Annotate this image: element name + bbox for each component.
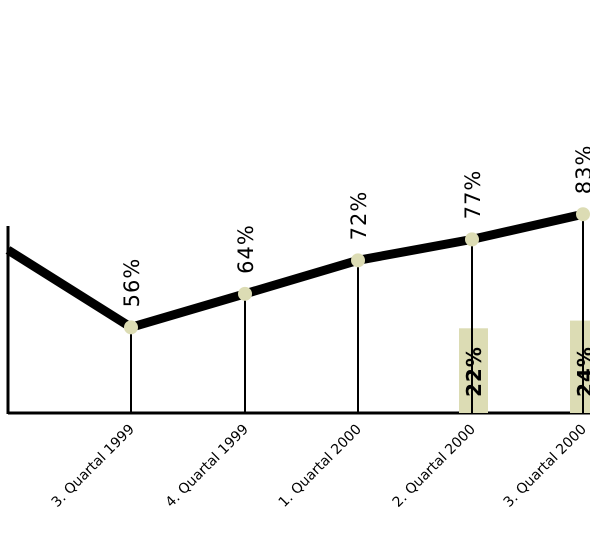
data-point-2	[238, 286, 252, 301]
value-label-4: 77%	[461, 170, 485, 220]
x-tick-label-3: 1. Quartal 2000	[276, 422, 365, 511]
bar-4	[459, 328, 488, 413]
x-tick-label-2: 4. Quartal 1999	[163, 422, 252, 511]
value-label-1: 56%	[120, 258, 144, 308]
data-point-5	[576, 207, 590, 222]
value-label-2: 64%	[234, 224, 258, 274]
x-tick-label-1: 3. Quartal 1999	[49, 422, 138, 511]
value-label-5: 83%	[572, 145, 590, 195]
bar-label-4: 22%	[462, 346, 486, 397]
x-tick-label-4: 2. Quartal 2000	[390, 422, 479, 511]
bar-label-5: 24%	[573, 346, 590, 397]
data-point-4	[465, 232, 479, 247]
series-line	[5, 209, 584, 332]
x-tick-label-5: 3. Quartal 2000	[501, 422, 590, 511]
data-point-1	[124, 320, 138, 335]
bar-5	[570, 320, 590, 413]
value-label-3: 72%	[347, 191, 371, 241]
data-point-3	[351, 253, 365, 268]
